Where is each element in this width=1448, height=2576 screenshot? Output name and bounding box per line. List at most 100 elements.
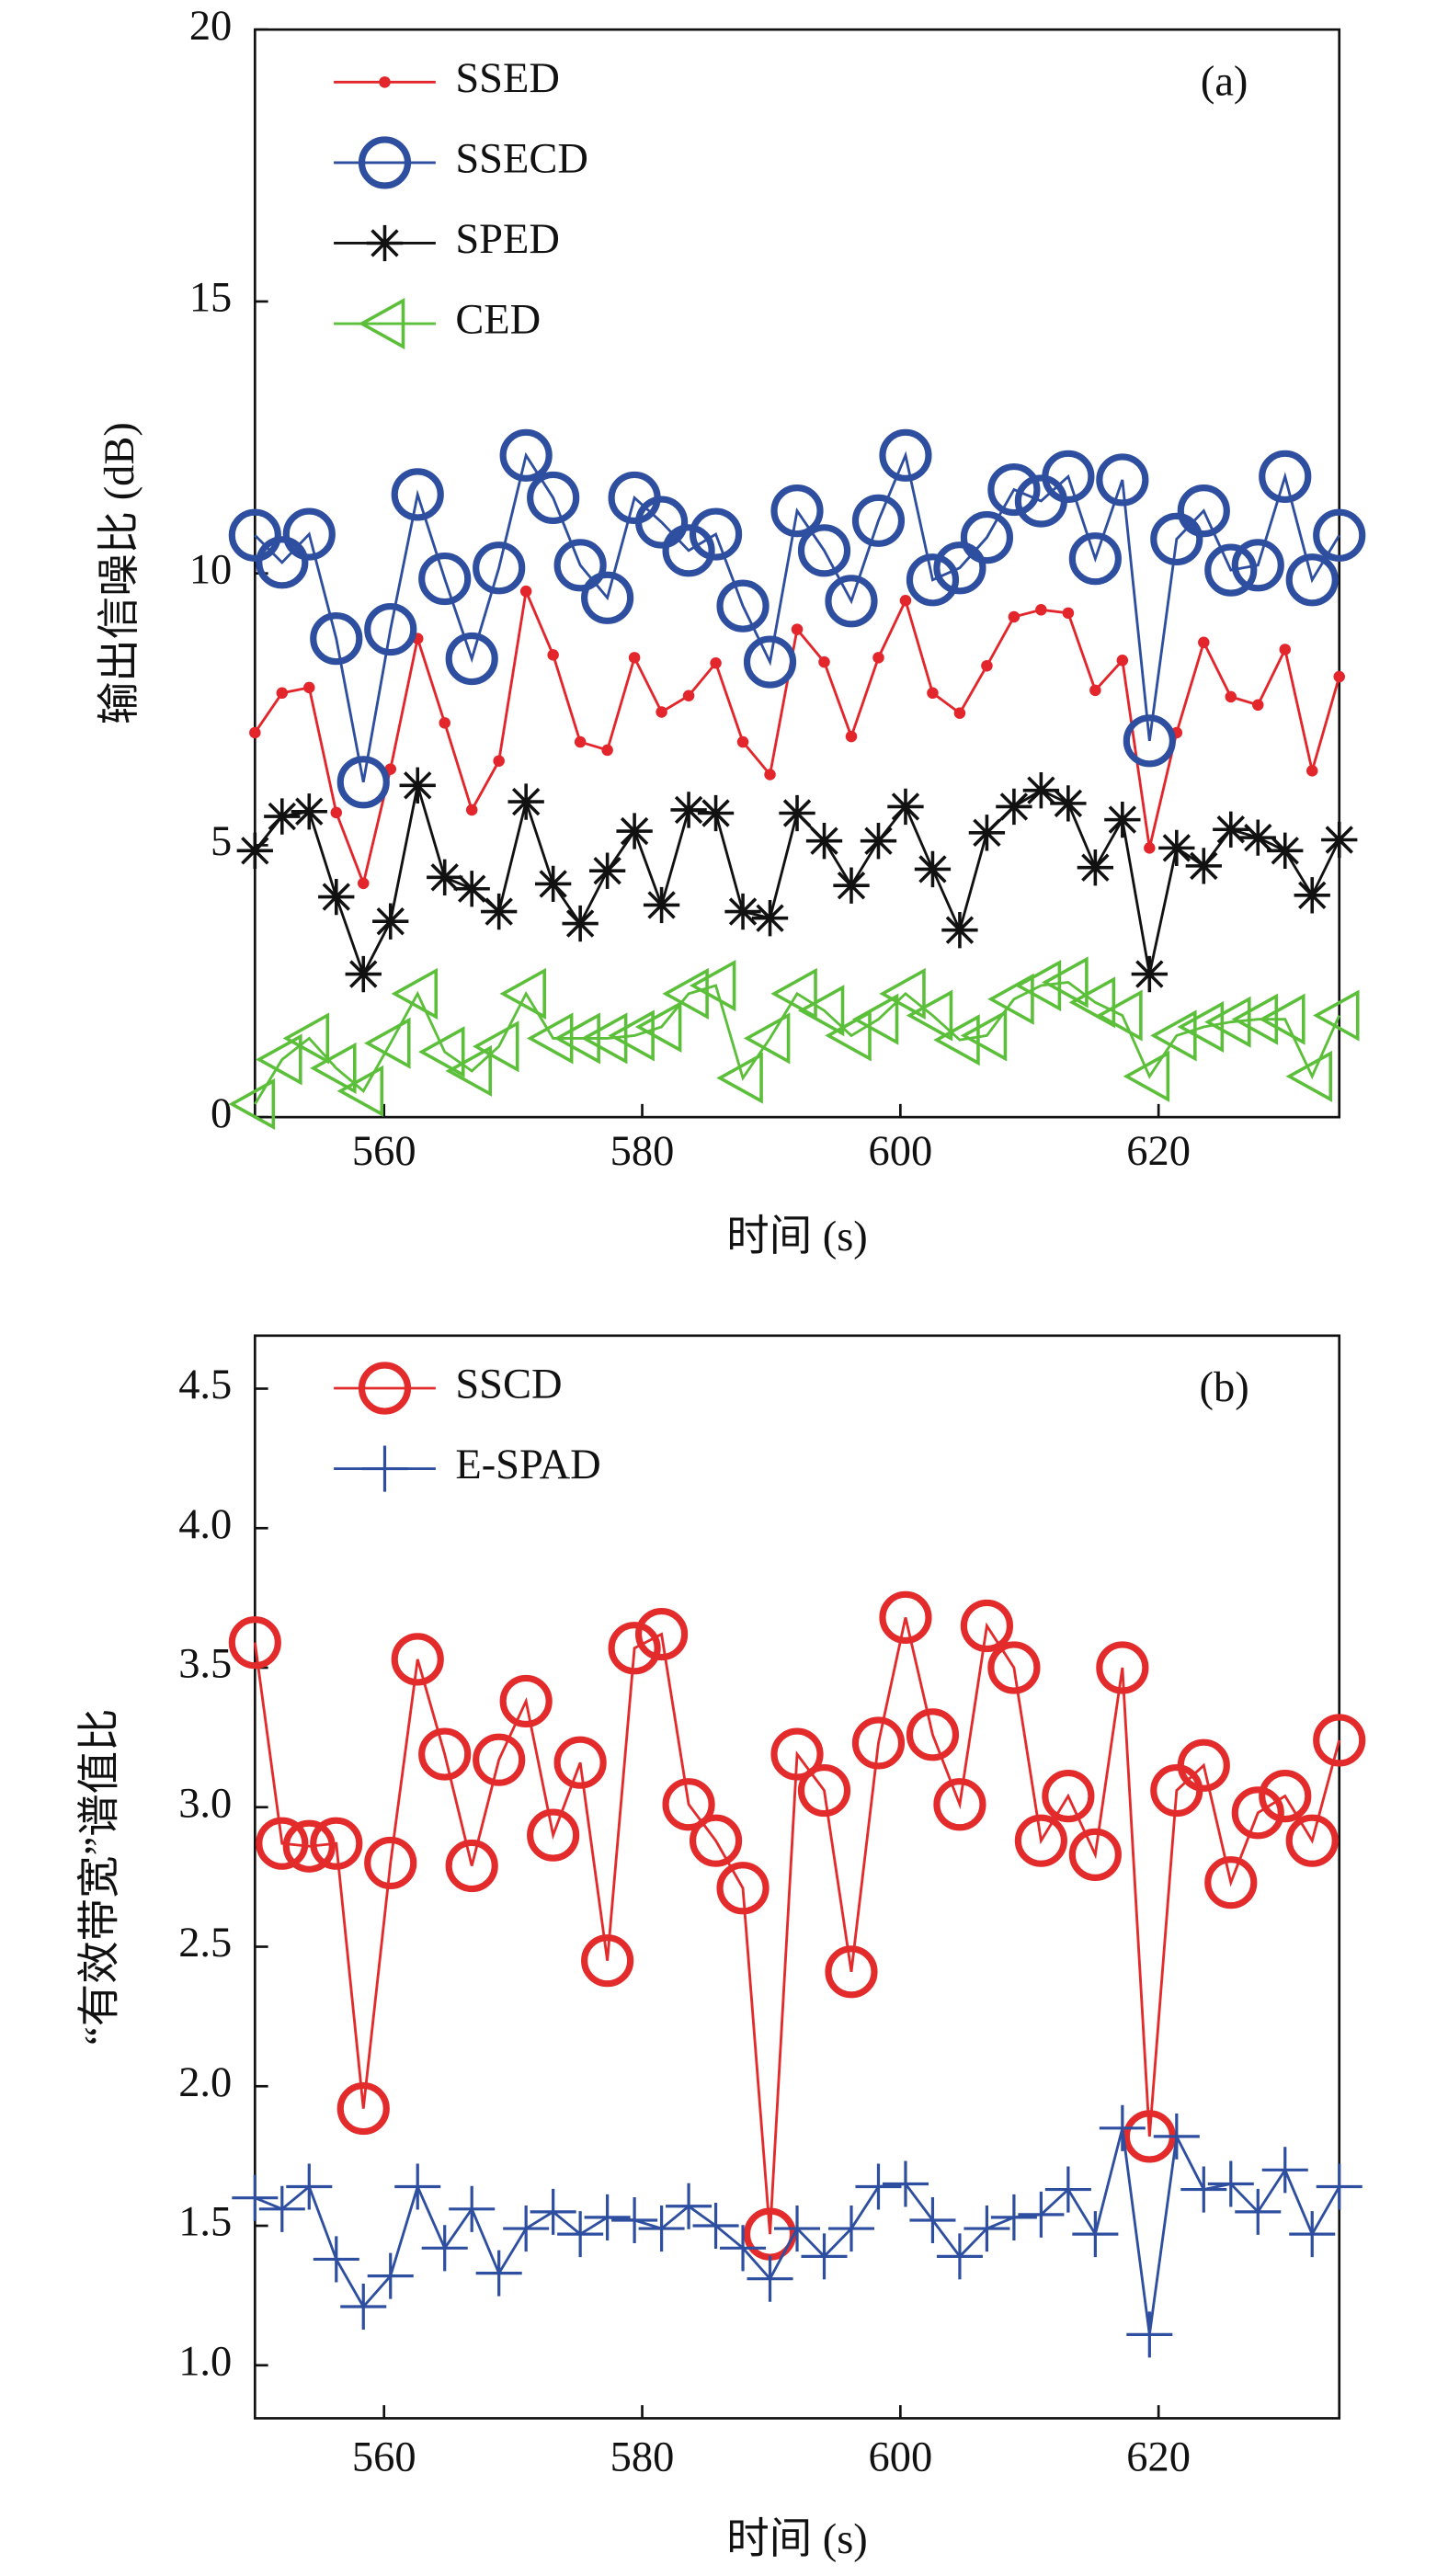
marker-circle xyxy=(527,1808,580,1862)
marker-dot xyxy=(628,652,641,664)
series-line xyxy=(254,450,1340,783)
y-tick-label: 3.5 xyxy=(178,1641,232,1688)
marker-asterisk xyxy=(534,865,572,903)
marker-circle xyxy=(987,462,1041,517)
marker-circle xyxy=(770,484,824,538)
marker-asterisk xyxy=(1267,832,1304,869)
legend-marker xyxy=(358,297,405,350)
marker-circle xyxy=(553,539,607,592)
y-tick-label: 2.0 xyxy=(178,2059,232,2106)
marker-triangle xyxy=(851,993,899,1045)
marker-circle xyxy=(1259,1770,1312,1823)
marker-circle xyxy=(797,1763,851,1818)
marker-circle xyxy=(581,571,634,624)
marker-plus xyxy=(394,2163,441,2210)
marker-triangle xyxy=(1259,993,1305,1045)
marker-asterisk xyxy=(1022,772,1060,809)
marker-circle xyxy=(1096,1641,1149,1694)
marker-circle xyxy=(256,536,309,589)
marker-dot xyxy=(249,726,261,739)
y-tick-label: 4.5 xyxy=(178,1362,232,1408)
marker-circle xyxy=(445,1839,498,1893)
marker-dot xyxy=(981,659,993,672)
marker-plus xyxy=(1099,2104,1146,2151)
marker-circle xyxy=(906,553,960,607)
marker-plus xyxy=(1044,2166,1091,2213)
marker-dot xyxy=(1225,690,1237,703)
marker-asterisk xyxy=(805,823,843,860)
marker-triangle xyxy=(526,1012,574,1065)
marker-dot xyxy=(1198,636,1210,649)
marker-circle xyxy=(256,1817,309,1870)
legend-marker xyxy=(358,1362,412,1415)
marker-circle xyxy=(553,1736,607,1789)
marker-asterisk xyxy=(941,912,978,949)
marker-plus xyxy=(1235,2188,1282,2235)
marker-asterisk xyxy=(1104,801,1141,838)
marker-triangle xyxy=(987,973,1034,1025)
legend-marker xyxy=(358,136,412,189)
marker-asterisk xyxy=(670,792,707,828)
legend-marker xyxy=(366,224,404,262)
marker-asterisk xyxy=(1131,955,1168,993)
marker-circle xyxy=(1285,553,1339,607)
series-line xyxy=(254,980,1341,1105)
marker-asterisk xyxy=(779,794,815,832)
marker-plus xyxy=(421,2225,468,2272)
y-tick-label: 4.0 xyxy=(178,1501,232,1548)
x-axis-label: 时间 (s) xyxy=(726,1214,868,1260)
marker-plus xyxy=(232,2174,279,2221)
marker-plus xyxy=(313,2236,359,2283)
marker-dot xyxy=(439,717,450,729)
x-tick-label: 560 xyxy=(352,1128,416,1175)
marker-circle xyxy=(499,1674,553,1728)
marker-plus xyxy=(936,2233,983,2280)
marker-circle xyxy=(1042,450,1095,503)
legend-marker xyxy=(379,76,391,88)
marker-triangle xyxy=(336,1065,384,1117)
marker-asterisk xyxy=(1158,829,1195,867)
y-tick-label: 1.0 xyxy=(178,2338,232,2385)
marker-circle xyxy=(1177,1738,1230,1792)
plot-frame xyxy=(253,1334,1341,2420)
marker-circle xyxy=(473,541,526,595)
marker-asterisk xyxy=(291,793,327,830)
marker-triangle xyxy=(825,1009,872,1062)
marker-asterisk xyxy=(1321,821,1358,859)
legend-label: E-SPAD xyxy=(455,1442,600,1488)
legend-label: SPED xyxy=(455,216,560,263)
x-tick-label: 580 xyxy=(610,2434,675,2481)
marker-dot xyxy=(1333,670,1345,683)
marker-plus xyxy=(258,2185,305,2232)
marker-triangle xyxy=(1177,1000,1225,1054)
marker-triangle xyxy=(391,967,439,1020)
marker-dot xyxy=(764,769,776,781)
marker-triangle xyxy=(499,967,546,1020)
marker-dot xyxy=(1089,684,1101,697)
marker-circle xyxy=(1150,512,1203,565)
marker-asterisk xyxy=(345,955,382,993)
marker-dot xyxy=(736,735,749,748)
marker-plus xyxy=(557,2211,604,2258)
marker-asterisk xyxy=(996,788,1032,826)
marker-plus xyxy=(909,2196,956,2243)
marker-asterisk xyxy=(1185,848,1222,884)
marker-circle xyxy=(1313,1714,1366,1767)
marker-plus xyxy=(1207,2160,1254,2207)
marker-triangle xyxy=(1204,996,1251,1048)
marker-plus xyxy=(1180,2166,1227,2213)
marker-circle xyxy=(879,428,932,482)
marker-circle xyxy=(310,612,363,666)
marker-plus xyxy=(1289,2211,1336,2258)
marker-circle xyxy=(716,1862,770,1915)
marker-plus xyxy=(1126,2311,1173,2358)
marker-asterisk xyxy=(968,815,1006,851)
marker-circle xyxy=(228,508,281,562)
marker-triangle xyxy=(418,1026,465,1078)
legend-label: CED xyxy=(455,297,541,344)
marker-circle xyxy=(770,1727,824,1781)
marker-dot xyxy=(519,585,532,598)
marker-circle xyxy=(445,632,498,686)
marker-circle xyxy=(851,494,906,547)
marker-plus xyxy=(827,2206,875,2252)
